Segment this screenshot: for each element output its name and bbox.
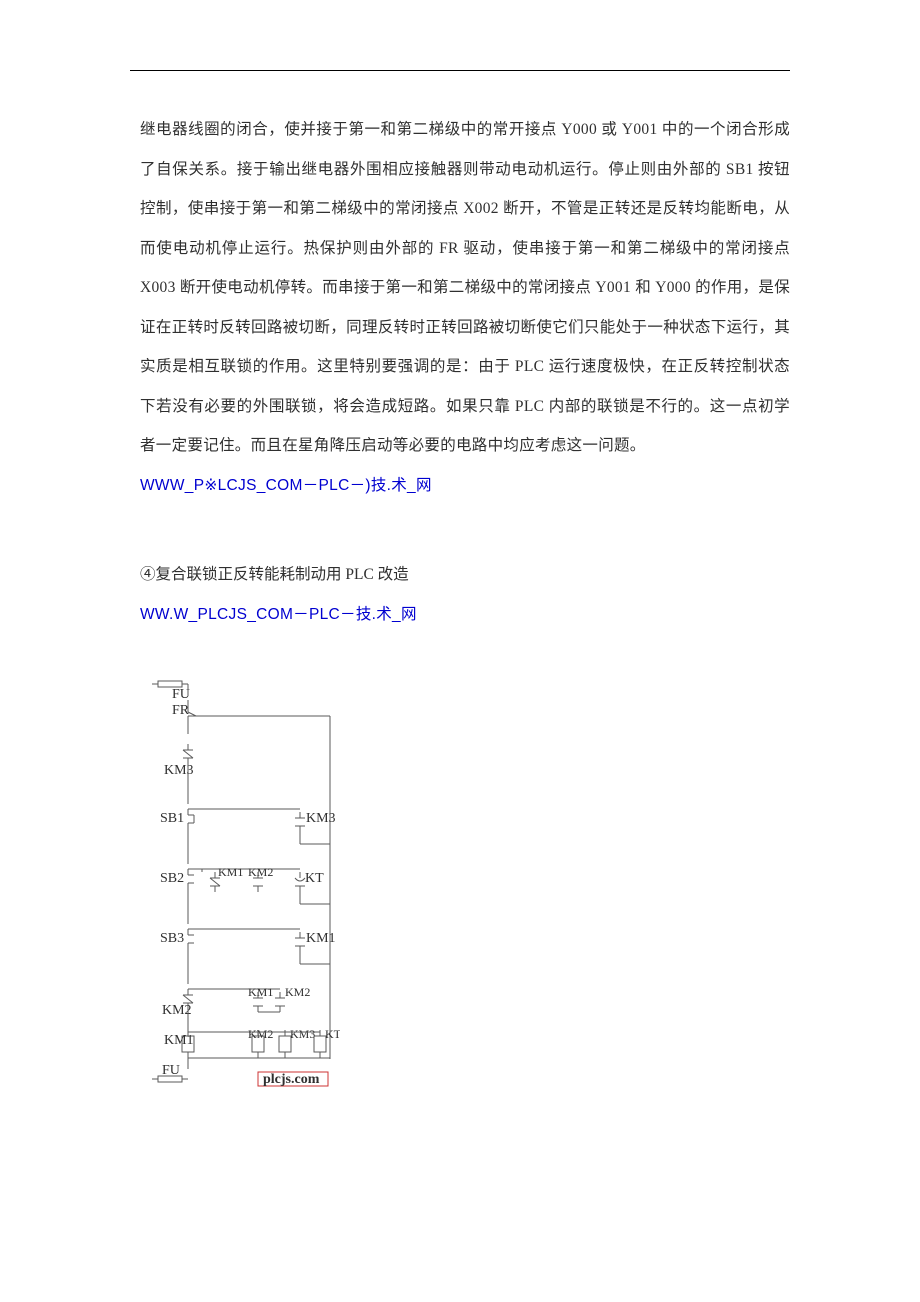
horizontal-rule	[130, 70, 790, 71]
svg-text:KM1: KM1	[248, 985, 273, 999]
section-heading: ④复合联锁正反转能耗制动用 PLC 改造	[140, 555, 790, 595]
svg-text:KM2: KM2	[248, 865, 273, 879]
svg-text:SB2: SB2	[160, 871, 184, 886]
svg-text:KM3: KM3	[306, 811, 336, 826]
svg-text:KM2: KM2	[162, 1003, 192, 1018]
svg-text:KM2: KM2	[285, 985, 310, 999]
svg-text:KM1: KM1	[164, 1033, 194, 1048]
svg-text:KM3: KM3	[164, 763, 194, 778]
section-heading-block: ④复合联锁正反转能耗制动用 PLC 改造 WW.W_PLCJS_COM－PLC－…	[140, 555, 790, 634]
link-line-2: WW.W_PLCJS_COM－PLC－技.术_网	[140, 595, 790, 635]
document-page: 继电器线圈的闭合，使并接于第一和第二梯级中的常开接点 Y000 或 Y001 中…	[0, 0, 920, 1302]
svg-text:FU: FU	[172, 687, 190, 702]
svg-text:plcjs.com: plcjs.com	[263, 1072, 320, 1087]
svg-text:FU: FU	[162, 1063, 180, 1078]
svg-text:FR: FR	[172, 703, 190, 718]
svg-text:KM3: KM3	[290, 1027, 315, 1041]
svg-text:KM2: KM2	[248, 1027, 273, 1041]
svg-text:KT: KT	[325, 1027, 340, 1041]
svg-text:SB3: SB3	[160, 931, 184, 946]
svg-text:KM1: KM1	[218, 865, 243, 879]
body-paragraph: 继电器线圈的闭合，使并接于第一和第二梯级中的常开接点 Y000 或 Y001 中…	[140, 110, 790, 466]
link-line-1: WWW_P※LCJS_COM－PLC－)技.术_网	[140, 466, 790, 506]
circuit-diagram: FUFRKM3SB1KM3SB2KM1KM2KTSB3KM1KM2KM1KM2K…	[140, 664, 790, 1099]
svg-text:KM1: KM1	[306, 931, 336, 946]
svg-text:SB1: SB1	[160, 811, 184, 826]
svg-text:KT: KT	[305, 871, 324, 886]
